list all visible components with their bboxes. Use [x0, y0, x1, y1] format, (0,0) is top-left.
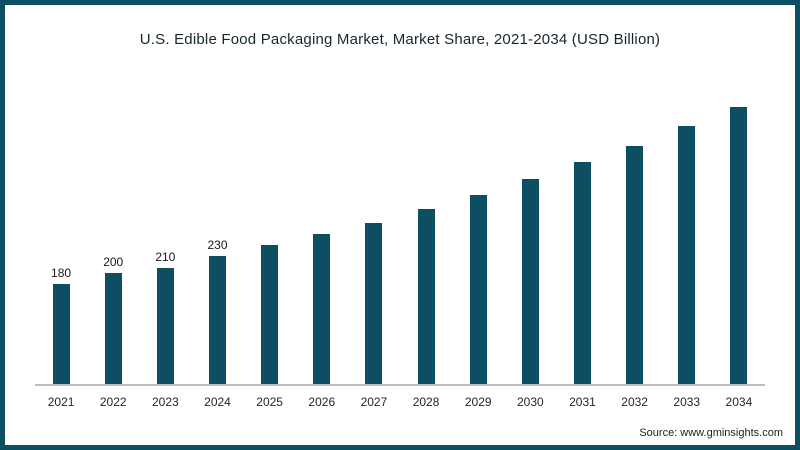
bar-value-label: 180 [51, 266, 72, 280]
bar-column: 210 [139, 250, 191, 384]
x-tick-label: 2029 [464, 395, 492, 409]
x-tick-label: 2022 [99, 395, 127, 409]
x-tick-label: 2033 [673, 395, 701, 409]
x-tick-label: 2025 [256, 395, 283, 409]
x-tick-label: 2023 [152, 395, 179, 409]
bar-value-label: 210 [155, 250, 176, 264]
bar [52, 284, 70, 384]
bar [469, 195, 487, 384]
bar-column [661, 108, 713, 384]
x-axis-labels: 2021 2022 2023 2024 2025 2026 2027 2028 2029 2030… [35, 386, 765, 411]
bar-column [400, 191, 452, 384]
x-tick-label: 2021 [47, 395, 75, 409]
bar [626, 146, 644, 384]
x-tick-label: 2024 [204, 395, 231, 409]
bar [678, 126, 696, 384]
bar [417, 209, 435, 384]
x-tick-label: 2034 [725, 395, 753, 409]
bar-column [348, 205, 400, 384]
bar [104, 273, 122, 384]
bar [365, 223, 383, 384]
bar-column [556, 144, 608, 384]
x-tick-label: 2030 [516, 395, 544, 409]
bar-value-label: 230 [207, 238, 228, 252]
x-tick-label: 2031 [569, 395, 596, 409]
bar-column: 230 [191, 238, 243, 384]
source-attribution: Source: www.gminsights.com [639, 427, 783, 439]
bar-column [244, 227, 296, 384]
bar [313, 234, 331, 384]
bar [261, 245, 279, 384]
chart-title: U.S. Edible Food Packaging Market, Marke… [139, 31, 661, 48]
bars: 180 200 210 230 [35, 58, 765, 386]
bar-column: 180 [35, 266, 87, 384]
bar-column [504, 161, 556, 384]
bar-column: 200 [87, 255, 139, 384]
plot-area: 180 200 210 230 [35, 58, 765, 386]
bar-column [609, 128, 661, 384]
x-tick-label: 2032 [621, 395, 648, 409]
bar-column [296, 216, 348, 384]
bar [156, 268, 174, 384]
bar [521, 179, 539, 384]
x-tick-label: 2028 [412, 395, 440, 409]
bar [208, 256, 226, 384]
bar-column [452, 177, 504, 384]
x-tick-label: 2027 [360, 395, 388, 409]
bar-value-label: 200 [103, 255, 124, 269]
bar-column [713, 89, 765, 384]
x-tick-label: 2026 [308, 395, 336, 409]
bar [730, 107, 748, 384]
bar [573, 162, 591, 384]
